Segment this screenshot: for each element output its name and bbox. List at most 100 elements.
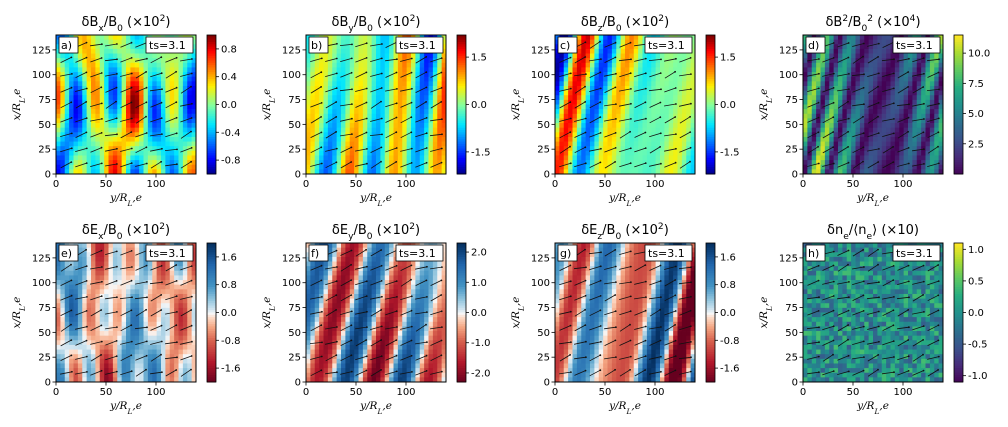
panel-e: e) ts=3.1 δEx/B0 (×102) 0 50 100 0 25 50 75 100 125… — [11, 222, 241, 416]
timestep-label: ts=3.1 — [892, 244, 941, 262]
y-axis-label: x/RL,e — [261, 89, 277, 121]
x-tick-label: 0 — [552, 387, 558, 398]
y-tick-label: 100 — [32, 278, 51, 289]
y-tick-label: 0 — [544, 170, 550, 181]
y-axis-label: x/RL,e — [261, 297, 277, 329]
colorbar-tick-label: 0.0 — [968, 308, 984, 319]
x-tick-label: 100 — [645, 179, 664, 190]
x-tick-label: 50 — [847, 179, 860, 190]
colorbar-tick-label: -0.8 — [720, 336, 740, 347]
panel-label: h) — [805, 244, 826, 262]
y-axis-label: x/RL,e — [758, 297, 774, 329]
panel-h: h) ts=3.1 δne/⟨ne⟩ (×10) 0 50 100 0 25 50 75 100 12… — [758, 223, 988, 416]
colorbar-tick-label: 0.8 — [720, 280, 736, 291]
panel-f: f) ts=3.1 δEy/B0 (×102) 0 50 100 0 25 50 75 100 125… — [261, 222, 491, 416]
axes-frame — [305, 242, 447, 383]
y-tick-label: 100 — [282, 70, 301, 81]
colorbar-tick-label: -1.0 — [471, 338, 491, 349]
y-tick-label: 25 — [38, 353, 51, 364]
y-tick-label: 125 — [282, 253, 301, 264]
y-tick-label: 100 — [531, 278, 550, 289]
x-tick-label: 0 — [800, 179, 806, 190]
x-tick-label: 50 — [599, 179, 612, 190]
panel-title: δEy/B0 (×102) — [332, 222, 420, 242]
x-tick-label: 50 — [100, 387, 113, 398]
colorbar-tick-label: 2.0 — [471, 248, 487, 259]
colorbar-tick-label: 0.0 — [221, 308, 237, 319]
x-tick-label: 100 — [396, 387, 415, 398]
axes-frame — [802, 34, 944, 175]
x-axis-label: y/RL,e — [856, 192, 889, 208]
y-tick-label: 125 — [779, 253, 798, 264]
y-tick-label: 50 — [537, 328, 550, 339]
timestep-label: ts=3.1 — [644, 36, 693, 54]
x-tick-label: 50 — [350, 179, 363, 190]
x-axis-label: y/RL,e — [608, 400, 641, 416]
x-axis-label: y/RL,e — [109, 400, 142, 416]
y-tick-label: 25 — [785, 145, 798, 156]
x-tick-label: 50 — [350, 387, 363, 398]
y-tick-label: 0 — [792, 378, 798, 389]
svg-text:ts=3.1: ts=3.1 — [648, 39, 685, 52]
x-tick-label: 100 — [146, 387, 165, 398]
y-axis-label: x/RL,e — [510, 89, 526, 121]
y-tick-label: 125 — [32, 45, 51, 56]
svg-text:d): d) — [808, 39, 819, 52]
axes-frame — [55, 242, 197, 383]
x-tick-label: 50 — [100, 179, 113, 190]
colorbar-tick-label: 0.0 — [471, 308, 487, 319]
x-tick-label: 100 — [893, 387, 912, 398]
colorbar-tick-label: 7.5 — [968, 79, 984, 90]
panel-label: g) — [557, 244, 578, 262]
y-tick-label: 125 — [282, 45, 301, 56]
y-tick-label: 100 — [282, 278, 301, 289]
y-tick-label: 50 — [785, 120, 798, 131]
colorbar-tick-label: 1.0 — [471, 278, 487, 289]
y-tick-label: 50 — [288, 328, 301, 339]
panel-b: b) ts=3.1 δBy/B0 (×102) 0 50 100 0 25 50 75 100 125… — [261, 14, 491, 208]
x-tick-label: 100 — [396, 179, 415, 190]
x-tick-label: 100 — [893, 179, 912, 190]
svg-text:ts=3.1: ts=3.1 — [399, 39, 436, 52]
panel-title: δEx/B0 (×102) — [82, 222, 170, 242]
y-axis-label: x/RL,e — [758, 89, 774, 121]
x-tick-label: 0 — [53, 387, 59, 398]
vector-arrows — [60, 41, 193, 169]
svg-text:a): a) — [61, 39, 72, 52]
colorbar: 0.8 0.4 0.0 -0.4 -0.8 — [206, 34, 241, 175]
y-tick-label: 25 — [537, 145, 550, 156]
timestep-label: ts=3.1 — [145, 244, 194, 262]
colorbar-tick-label: 10.0 — [968, 49, 990, 60]
x-axis-label: y/RL,e — [109, 192, 142, 208]
panel-title: δBz/B0 (×102) — [581, 14, 669, 34]
colorbar-tick-label: 1.6 — [221, 252, 237, 263]
colorbar-tick-label: 1.5 — [471, 53, 487, 64]
axes-frame — [554, 242, 696, 383]
timestep-label: ts=3.1 — [145, 36, 194, 54]
colorbar-tick-label: 0.0 — [471, 100, 487, 111]
y-axis-label: x/RL,e — [11, 297, 27, 329]
y-tick-label: 25 — [288, 145, 301, 156]
svg-text:ts=3.1: ts=3.1 — [896, 39, 933, 52]
panel-title: δBx/B0 (×102) — [82, 14, 171, 34]
colorbar-tick-label: -0.8 — [221, 336, 241, 347]
y-tick-label: 50 — [288, 120, 301, 131]
y-tick-label: 25 — [537, 353, 550, 364]
colorbar-tick-label: -1.6 — [221, 364, 241, 375]
colorbar-tick-label: -0.4 — [221, 128, 241, 139]
y-tick-label: 0 — [792, 170, 798, 181]
vector-arrows — [310, 40, 443, 169]
axes-frame — [55, 34, 197, 175]
colorbar: 2.0 1.0 0.0 -1.0 -2.0 — [456, 242, 491, 383]
panel-label: b) — [308, 36, 329, 54]
colorbar: 1.6 0.8 0.0 -0.8 -1.6 — [206, 242, 241, 383]
y-tick-label: 50 — [38, 120, 51, 131]
colorbar-tick-label: 0.8 — [221, 280, 237, 291]
panel-c: c) ts=3.1 δBz/B0 (×102) 0 50 100 0 25 50 75 100 125… — [510, 14, 740, 208]
panel-label: d) — [805, 36, 826, 54]
x-tick-label: 0 — [552, 179, 558, 190]
x-tick-label: 100 — [645, 387, 664, 398]
panel-title: δB2/B02 (×104) — [825, 14, 920, 34]
colorbar-tick-label: -1.5 — [720, 147, 740, 158]
